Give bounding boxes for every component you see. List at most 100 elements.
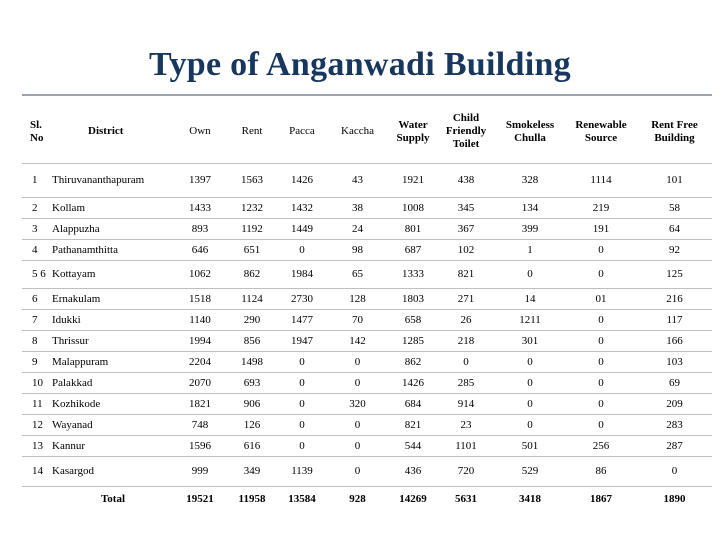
row-district: Malappuram: [52, 351, 174, 373]
row-value-cell: 65: [326, 260, 389, 289]
row-sl-no: 11: [22, 393, 52, 415]
header-rent-free-building: Rent Free Building: [637, 100, 712, 164]
row-value-cell: 1563: [241, 174, 263, 186]
row-value-cell: 1518: [174, 288, 226, 310]
row-value-cell: 529: [495, 456, 565, 487]
row-value-cell: 1947: [278, 330, 326, 352]
total-value-cell: 928: [326, 486, 389, 513]
row-district: Kottayam: [52, 260, 174, 289]
row-value-cell: 1101: [437, 435, 495, 457]
row-value-cell: 821: [437, 260, 495, 289]
row-value-cell: 2070: [174, 372, 226, 394]
row-value-cell: 1285: [389, 330, 437, 352]
row-value-cell: 0: [326, 456, 389, 487]
row-value-cell: 801: [389, 218, 437, 240]
row-value-cell: 399: [495, 218, 565, 240]
row-value-cell: 693: [226, 372, 278, 394]
table-row: 9 Malappuram 2204 1498 0 0 862 0 0 0 103: [22, 351, 712, 373]
row-value-cell: 0: [565, 260, 637, 289]
row-value-cell: 301: [495, 330, 565, 352]
row-value-cell: 658: [389, 309, 437, 331]
slide-title: Type of Anganwadi Building: [149, 46, 571, 83]
row-value-cell: 501: [495, 435, 565, 457]
row-value-cell: 271: [437, 288, 495, 310]
row-value-cell: 102: [437, 239, 495, 261]
row-value-cell: 1596: [174, 435, 226, 457]
row-district: Kollam: [52, 197, 174, 219]
anganwadi-building-table: Sl. No District Own Rent Pacca Kaccha Wa…: [22, 100, 712, 513]
row-district: Thrissur: [52, 330, 174, 352]
row-value-cell: 285: [437, 372, 495, 394]
row-value-cell: 218: [437, 330, 495, 352]
table-row: 11 Kozhikode 1821 906 0 320 684 914 0 0 209: [22, 393, 712, 415]
row-value-cell: 1211: [495, 309, 565, 331]
row-district: Thiruvananthapuram: [52, 174, 145, 186]
row-district: Ernakulam: [52, 288, 174, 310]
row-value-cell: 1333: [389, 260, 437, 289]
row-sl-no: 13: [22, 435, 52, 457]
row-value-cell: 438: [457, 174, 475, 186]
row-value-cell: 2204: [174, 351, 226, 373]
row-value-cell: 24: [326, 218, 389, 240]
row-value-cell: 616: [226, 435, 278, 457]
row-value-cell: 1192: [226, 218, 278, 240]
row-value-cell: 290: [226, 309, 278, 331]
row-value-cell: 283: [637, 414, 712, 436]
row-sl-no: 10: [22, 372, 52, 394]
row-value-cell: 191: [565, 218, 637, 240]
row-value-cell: 0: [565, 393, 637, 415]
row-value-cell: 0: [495, 393, 565, 415]
row-value-cell: 0: [565, 239, 637, 261]
row-value-cell: 23: [437, 414, 495, 436]
row-value-cell: 0: [278, 351, 326, 373]
table-row: 7 Idukki 1140 290 1477 70 658 26 1211 0 117: [22, 309, 712, 331]
row-value-cell: 98: [326, 239, 389, 261]
row-value-cell: 43: [352, 174, 363, 186]
row-value-cell: 0: [278, 435, 326, 457]
header-row: Sl. No District Own Rent Pacca Kaccha Wa…: [22, 100, 712, 164]
row-value-cell: 1140: [174, 309, 226, 331]
row-value-cell: 0: [565, 351, 637, 373]
row-value-cell: 38: [326, 197, 389, 219]
row-value-cell: 0: [495, 372, 565, 394]
row-value-cell: 0: [278, 372, 326, 394]
row-district: Kasargod: [52, 456, 174, 487]
row-value-cell: 0: [565, 414, 637, 436]
row-value-cell: 69: [637, 372, 712, 394]
row-value-cell: 436: [389, 456, 437, 487]
total-label: Total: [52, 486, 174, 513]
row-value-cell: 720: [437, 456, 495, 487]
row-value-cell: 544: [389, 435, 437, 457]
table-row: 14 Kasargod 999 349 1139 0 436 720 529 86 0: [22, 456, 712, 487]
total-value-cell: 19521: [174, 486, 226, 513]
header-renewable-source: Renewable Source: [565, 100, 637, 164]
row-value-cell: 0: [437, 351, 495, 373]
row-district: Idukki: [52, 309, 174, 331]
row-value-cell: 86: [565, 456, 637, 487]
row-value-cell: 0: [278, 239, 326, 261]
row-value-cell: 125: [637, 260, 712, 289]
row-value-cell: 320: [326, 393, 389, 415]
row-district: Palakkad: [52, 372, 174, 394]
table-row: 5 6 Kottayam 1062 862 1984 65 1333 821 0 0 125: [22, 260, 712, 289]
row-value-cell: 142: [326, 330, 389, 352]
table-row: 13 Kannur 1596 616 0 0 544 1101 501 256 287: [22, 435, 712, 457]
total-value-cell: 14269: [389, 486, 437, 513]
row-value-cell: 1449: [278, 218, 326, 240]
row-value-cell: 166: [637, 330, 712, 352]
table-row: 2 Kollam 1433 1232 1432 38 1008 345 134 219 58: [22, 197, 712, 219]
row-value-cell: 862: [226, 260, 278, 289]
total-empty-cell: [22, 486, 52, 513]
row-sl-no: 1: [32, 174, 38, 186]
row-value-cell: 26: [437, 309, 495, 331]
row-value-cell: 651: [226, 239, 278, 261]
row-value-cell: 209: [637, 393, 712, 415]
row-value-cell: 1: [495, 239, 565, 261]
header-water-supply: Water Supply: [389, 100, 437, 164]
header-sl-no: Sl. No: [22, 100, 52, 164]
row-value-cell: 1498: [226, 351, 278, 373]
row-value-cell: 0: [278, 393, 326, 415]
row-value-cell: 345: [437, 197, 495, 219]
row-value-cell: 1426: [291, 174, 313, 186]
row-value-cell: 219: [565, 197, 637, 219]
